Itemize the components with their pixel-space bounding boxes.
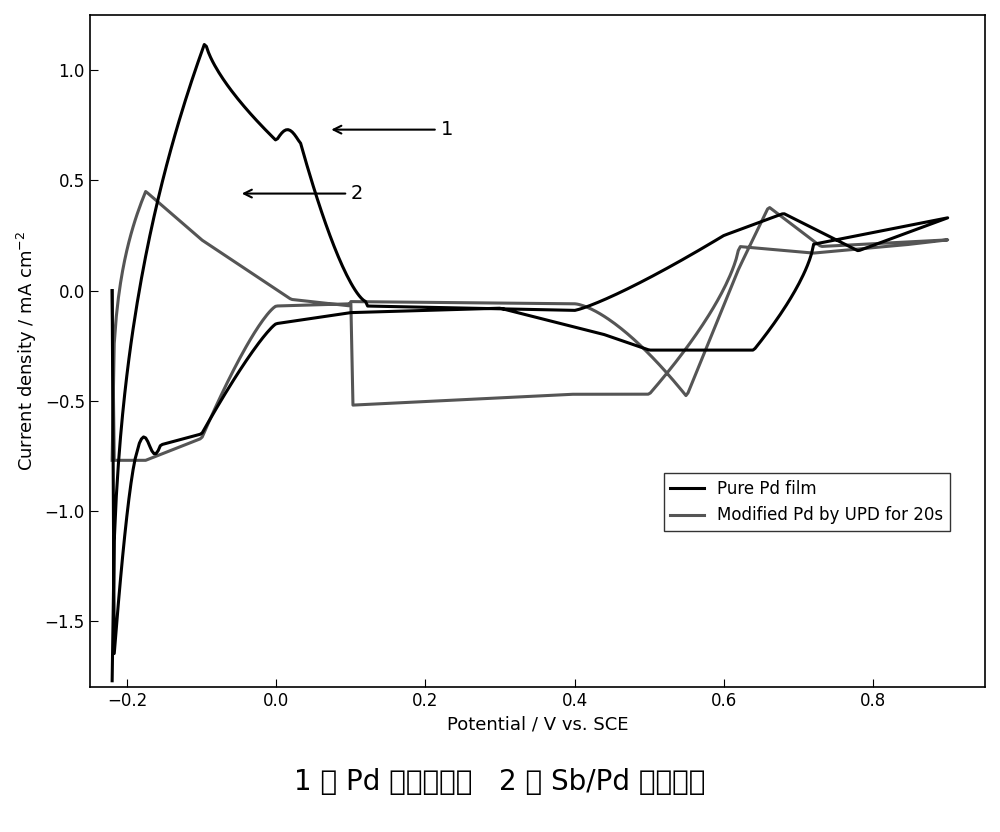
- Modified Pd by UPD for 20s: [336, 299, 348, 309]
- Pure Pd film: [106, 285, 118, 295]
- Modified Pd by UPD for 20s: [711, 296, 723, 306]
- Modified Pd by UPD for 20s: [140, 186, 152, 196]
- Legend: Pure Pd film, Modified Pd by UPD for 20s: Pure Pd film, Modified Pd by UPD for 20s: [664, 473, 950, 531]
- Pure Pd film: [211, 64, 223, 74]
- X-axis label: Potential / V vs. SCE: Potential / V vs. SCE: [447, 716, 628, 734]
- Text: 1: 1: [334, 120, 453, 139]
- Pure Pd film: [806, 249, 818, 259]
- Pure Pd film: [711, 345, 723, 355]
- Text: 2: 2: [244, 184, 363, 203]
- Pure Pd film: [336, 309, 348, 319]
- Modified Pd by UPD for 20s: [806, 248, 818, 258]
- Line: Pure Pd film: Pure Pd film: [112, 45, 948, 681]
- Pure Pd film: [198, 40, 210, 50]
- Modified Pd by UPD for 20s: [211, 245, 223, 255]
- Text: 1 为 Pd 膜的曲线，   2 为 Sb/Pd 膜的曲线: 1 为 Pd 膜的曲线， 2 为 Sb/Pd 膜的曲线: [294, 768, 706, 796]
- Modified Pd by UPD for 20s: [106, 455, 118, 465]
- Modified Pd by UPD for 20s: [106, 285, 118, 295]
- Modified Pd by UPD for 20s: [762, 244, 774, 254]
- Line: Modified Pd by UPD for 20s: Modified Pd by UPD for 20s: [112, 191, 948, 460]
- Pure Pd film: [106, 676, 118, 686]
- Modified Pd by UPD for 20s: [508, 392, 520, 402]
- Pure Pd film: [508, 307, 520, 317]
- Pure Pd film: [762, 327, 774, 337]
- Y-axis label: Current density / mA cm$^{-2}$: Current density / mA cm$^{-2}$: [15, 231, 39, 471]
